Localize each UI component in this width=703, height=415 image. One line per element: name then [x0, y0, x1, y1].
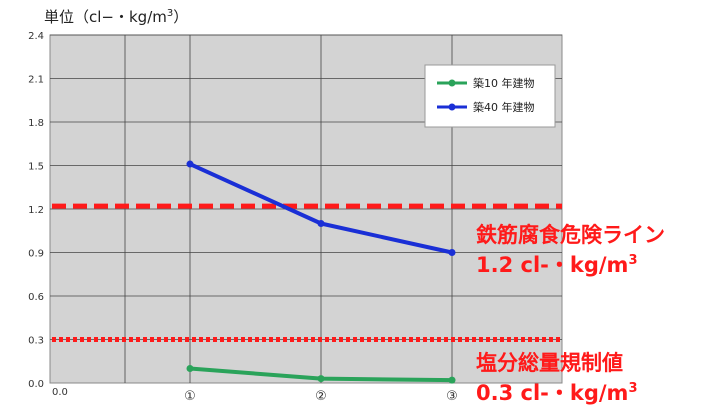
- x-category-label: ③: [446, 389, 458, 404]
- y-tick-label: 1.8: [28, 118, 44, 129]
- rebar-corrosion-annotation: 鉄筋腐食危険ライン 1.2 cl-・kg/m3: [476, 222, 665, 278]
- legend-marker: [448, 79, 456, 87]
- y-tick-label: 0.0: [28, 379, 44, 390]
- x-origin-label: 0.0: [52, 387, 68, 398]
- legend-marker: [448, 103, 456, 111]
- legend-box: [424, 64, 556, 128]
- unit-title: 単位（cl−・kg/m3）: [44, 8, 189, 26]
- y-tick-label: 1.2: [28, 205, 44, 216]
- rebar-corrosion-label: 鉄筋腐食危険ライン: [476, 223, 665, 247]
- y-tick-label: 0.6: [28, 292, 44, 303]
- y-tick-label: 0.9: [28, 249, 44, 260]
- y-tick-label: 1.5: [28, 162, 44, 173]
- series-0-point: [448, 376, 456, 384]
- legend-label: 築10 年建物: [473, 76, 535, 90]
- series-0-point: [317, 375, 325, 383]
- y-tick-label: 2.1: [28, 75, 44, 86]
- y-tick-label: 0.3: [28, 336, 44, 347]
- y-tick-label: 2.4: [28, 31, 44, 42]
- salt-limit-label: 塩分総量規制値: [476, 351, 623, 375]
- series-1-point: [317, 220, 325, 227]
- x-category-label: ①: [184, 389, 196, 404]
- series-1-point: [448, 249, 456, 256]
- series-1-point: [186, 160, 194, 168]
- series-0-point: [186, 365, 194, 372]
- rebar-corrosion-value: 1.2 cl-・kg/m3: [476, 253, 638, 277]
- salt-limit-value: 0.3 cl-・kg/m3: [476, 381, 638, 405]
- salt-limit-annotation: 塩分総量規制値 0.3 cl-・kg/m3: [476, 350, 637, 406]
- legend-label: 築40 年建物: [473, 100, 535, 114]
- x-category-label: ②: [315, 389, 327, 404]
